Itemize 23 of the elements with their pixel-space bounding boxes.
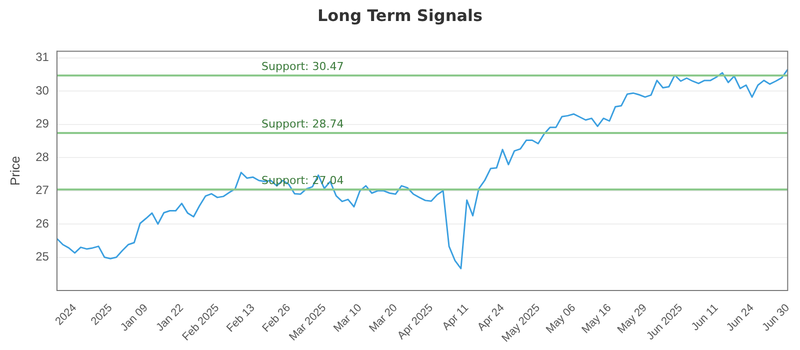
- y-tick-label: 29: [36, 116, 50, 131]
- x-tick-label: Mar 10: [331, 302, 364, 335]
- ref-line-label: Support: 30.47: [262, 60, 344, 73]
- y-tick-label: 28: [36, 150, 50, 164]
- ref-line-label: Support: 28.74: [262, 117, 344, 130]
- chart-title: Long Term Signals: [316, 6, 484, 27]
- x-tick-label: Jun 30: [760, 302, 792, 334]
- x-tick-label: Jun 11: [689, 302, 721, 334]
- x-tick-label: Jun 24: [724, 302, 756, 334]
- x-tick-label: May 16: [580, 302, 614, 336]
- y-tick-label: 30: [36, 83, 50, 98]
- x-tick-label: Feb 13: [224, 302, 258, 335]
- y-tick-label: 25: [36, 250, 50, 264]
- y-tick-label: 31: [36, 50, 50, 64]
- y-axis-title: Price: [7, 156, 22, 186]
- y-tick-label: 27: [36, 183, 50, 198]
- x-tick-label: Feb 26: [260, 302, 293, 335]
- x-tick-label: May 06: [544, 302, 578, 336]
- y-tick-label: 26: [36, 216, 50, 230]
- x-tick-label: Jan 09: [118, 302, 150, 334]
- x-tick-label: Apr 11: [440, 302, 472, 333]
- x-tick-label: Apr 24: [475, 302, 507, 334]
- x-tick-label: Mar 20: [367, 302, 400, 335]
